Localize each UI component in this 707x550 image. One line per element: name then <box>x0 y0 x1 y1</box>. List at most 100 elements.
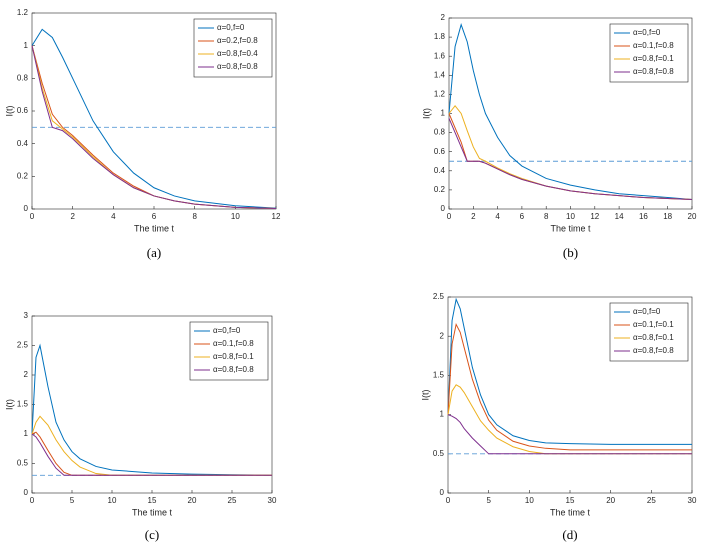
y-tick-label: 0.2 <box>434 185 446 194</box>
y-tick-label: 1.8 <box>434 32 446 41</box>
caption: (b) <box>563 245 578 260</box>
x-tick-label: 0 <box>447 212 452 221</box>
x-tick-label: 4 <box>495 212 500 221</box>
x-tick-label: 10 <box>525 496 534 505</box>
x-tick-label: 6 <box>520 212 525 221</box>
x-tick-label: 16 <box>639 212 648 221</box>
y-tick-label: 0.5 <box>433 449 445 458</box>
x-tick-label: 0 <box>30 212 35 221</box>
series-line <box>31 343 273 476</box>
y-tick-label: 0.6 <box>17 106 29 115</box>
y-tick-label: 1.2 <box>17 8 29 17</box>
legend-label: α=0.1,f=0.8 <box>213 339 254 348</box>
caption: (d) <box>562 527 577 542</box>
y-tick-label: 0.5 <box>17 459 29 468</box>
y-tick-label: 2.5 <box>433 292 445 301</box>
legend-label: α=0,f=0 <box>633 28 661 37</box>
x-tick-label: 2 <box>70 212 75 221</box>
y-tick-label: 0 <box>440 488 445 497</box>
y-tick-label: 2 <box>440 331 445 340</box>
series-line <box>447 297 692 445</box>
y-tick-label: 1 <box>441 109 446 118</box>
x-axis-label: The time t <box>550 507 591 517</box>
caption: (a) <box>147 245 161 260</box>
x-axis-label: The time t <box>550 223 591 233</box>
x-tick-label: 10 <box>231 212 240 221</box>
x-tick-label: 12 <box>272 212 281 221</box>
legend-label: α=0.1,f=0.1 <box>633 320 674 329</box>
y-axis-label: I(t) <box>4 399 14 410</box>
legend-label: α=0.2,f=0.8 <box>217 36 258 45</box>
x-tick-label: 6 <box>152 212 157 221</box>
x-tick-label: 5 <box>486 496 491 505</box>
series-line <box>447 322 692 451</box>
legend-label: α=0,f=0 <box>217 23 245 32</box>
x-tick-label: 14 <box>615 212 624 221</box>
x-tick-label: 0 <box>446 496 451 505</box>
y-tick-label: 1 <box>24 429 29 438</box>
x-tick-label: 20 <box>188 496 197 505</box>
y-tick-label: 1.5 <box>433 371 445 380</box>
x-tick-label: 30 <box>688 496 697 505</box>
legend-label: α=0,f=0 <box>213 326 241 335</box>
series-line <box>447 414 692 455</box>
y-tick-label: 2.5 <box>17 341 29 350</box>
series-line <box>448 118 693 200</box>
y-tick-label: 1.4 <box>434 70 446 79</box>
x-tick-label: 18 <box>663 212 672 221</box>
x-tick-label: 10 <box>566 212 575 221</box>
x-axis-label: The time t <box>132 507 173 517</box>
y-tick-label: 3 <box>24 311 29 320</box>
legend-label: α=0.8,f=0.1 <box>633 333 674 342</box>
y-tick-label: 0.2 <box>17 171 29 180</box>
series-line <box>448 23 693 200</box>
x-tick-label: 0 <box>30 496 35 505</box>
y-tick-label: 1.6 <box>434 51 446 60</box>
x-tick-label: 30 <box>268 496 277 505</box>
legend-label: α=0.8,f=0.8 <box>633 346 674 355</box>
legend-label: α=0.1,f=0.8 <box>633 41 674 50</box>
y-tick-label: 1.5 <box>17 400 29 409</box>
y-tick-label: 1 <box>24 41 29 50</box>
y-tick-label: 0.8 <box>17 73 29 82</box>
x-tick-label: 10 <box>108 496 117 505</box>
y-tick-label: 0 <box>24 204 29 213</box>
series-line <box>31 433 272 476</box>
y-tick-label: 1 <box>440 410 445 419</box>
y-tick-label: 0 <box>24 488 29 497</box>
y-tick-label: 2 <box>24 370 29 379</box>
legend-label: α=0.8,f=0.8 <box>213 365 254 374</box>
y-axis-label: I(t) <box>421 108 431 119</box>
legend-label: α=0.8,f=0.1 <box>633 54 674 63</box>
series-line <box>31 28 277 209</box>
y-tick-label: 0.4 <box>17 139 29 148</box>
x-tick-label: 25 <box>228 496 237 505</box>
x-tick-label: 2 <box>471 212 476 221</box>
y-axis-label: I(t) <box>420 390 430 401</box>
legend-label: α=0.8,f=0.1 <box>213 352 254 361</box>
x-tick-label: 20 <box>688 212 697 221</box>
caption: (c) <box>145 527 159 542</box>
x-tick-label: 8 <box>192 212 197 221</box>
x-tick-label: 4 <box>111 212 116 221</box>
y-tick-label: 0 <box>441 204 446 213</box>
y-tick-label: 1.2 <box>434 90 446 99</box>
legend-label: α=0.8,f=0.4 <box>217 49 258 58</box>
x-axis-label: The time t <box>134 223 175 233</box>
legend-label: α=0.8,f=0.8 <box>633 67 674 76</box>
x-tick-label: 20 <box>606 496 615 505</box>
x-tick-label: 25 <box>647 496 656 505</box>
y-tick-label: 0.6 <box>434 147 446 156</box>
x-tick-label: 15 <box>148 496 157 505</box>
legend-label: α=0,f=0 <box>633 307 661 316</box>
legend-label: α=0.8,f=0.8 <box>217 62 258 71</box>
y-tick-label: 0.4 <box>434 166 446 175</box>
series-line <box>31 45 277 210</box>
x-tick-label: 5 <box>70 496 75 505</box>
x-tick-label: 8 <box>544 212 549 221</box>
y-axis-label: I(t) <box>4 106 14 117</box>
legend <box>609 302 689 362</box>
y-tick-label: 0.8 <box>434 128 446 137</box>
y-tick-label: 2 <box>441 13 446 22</box>
